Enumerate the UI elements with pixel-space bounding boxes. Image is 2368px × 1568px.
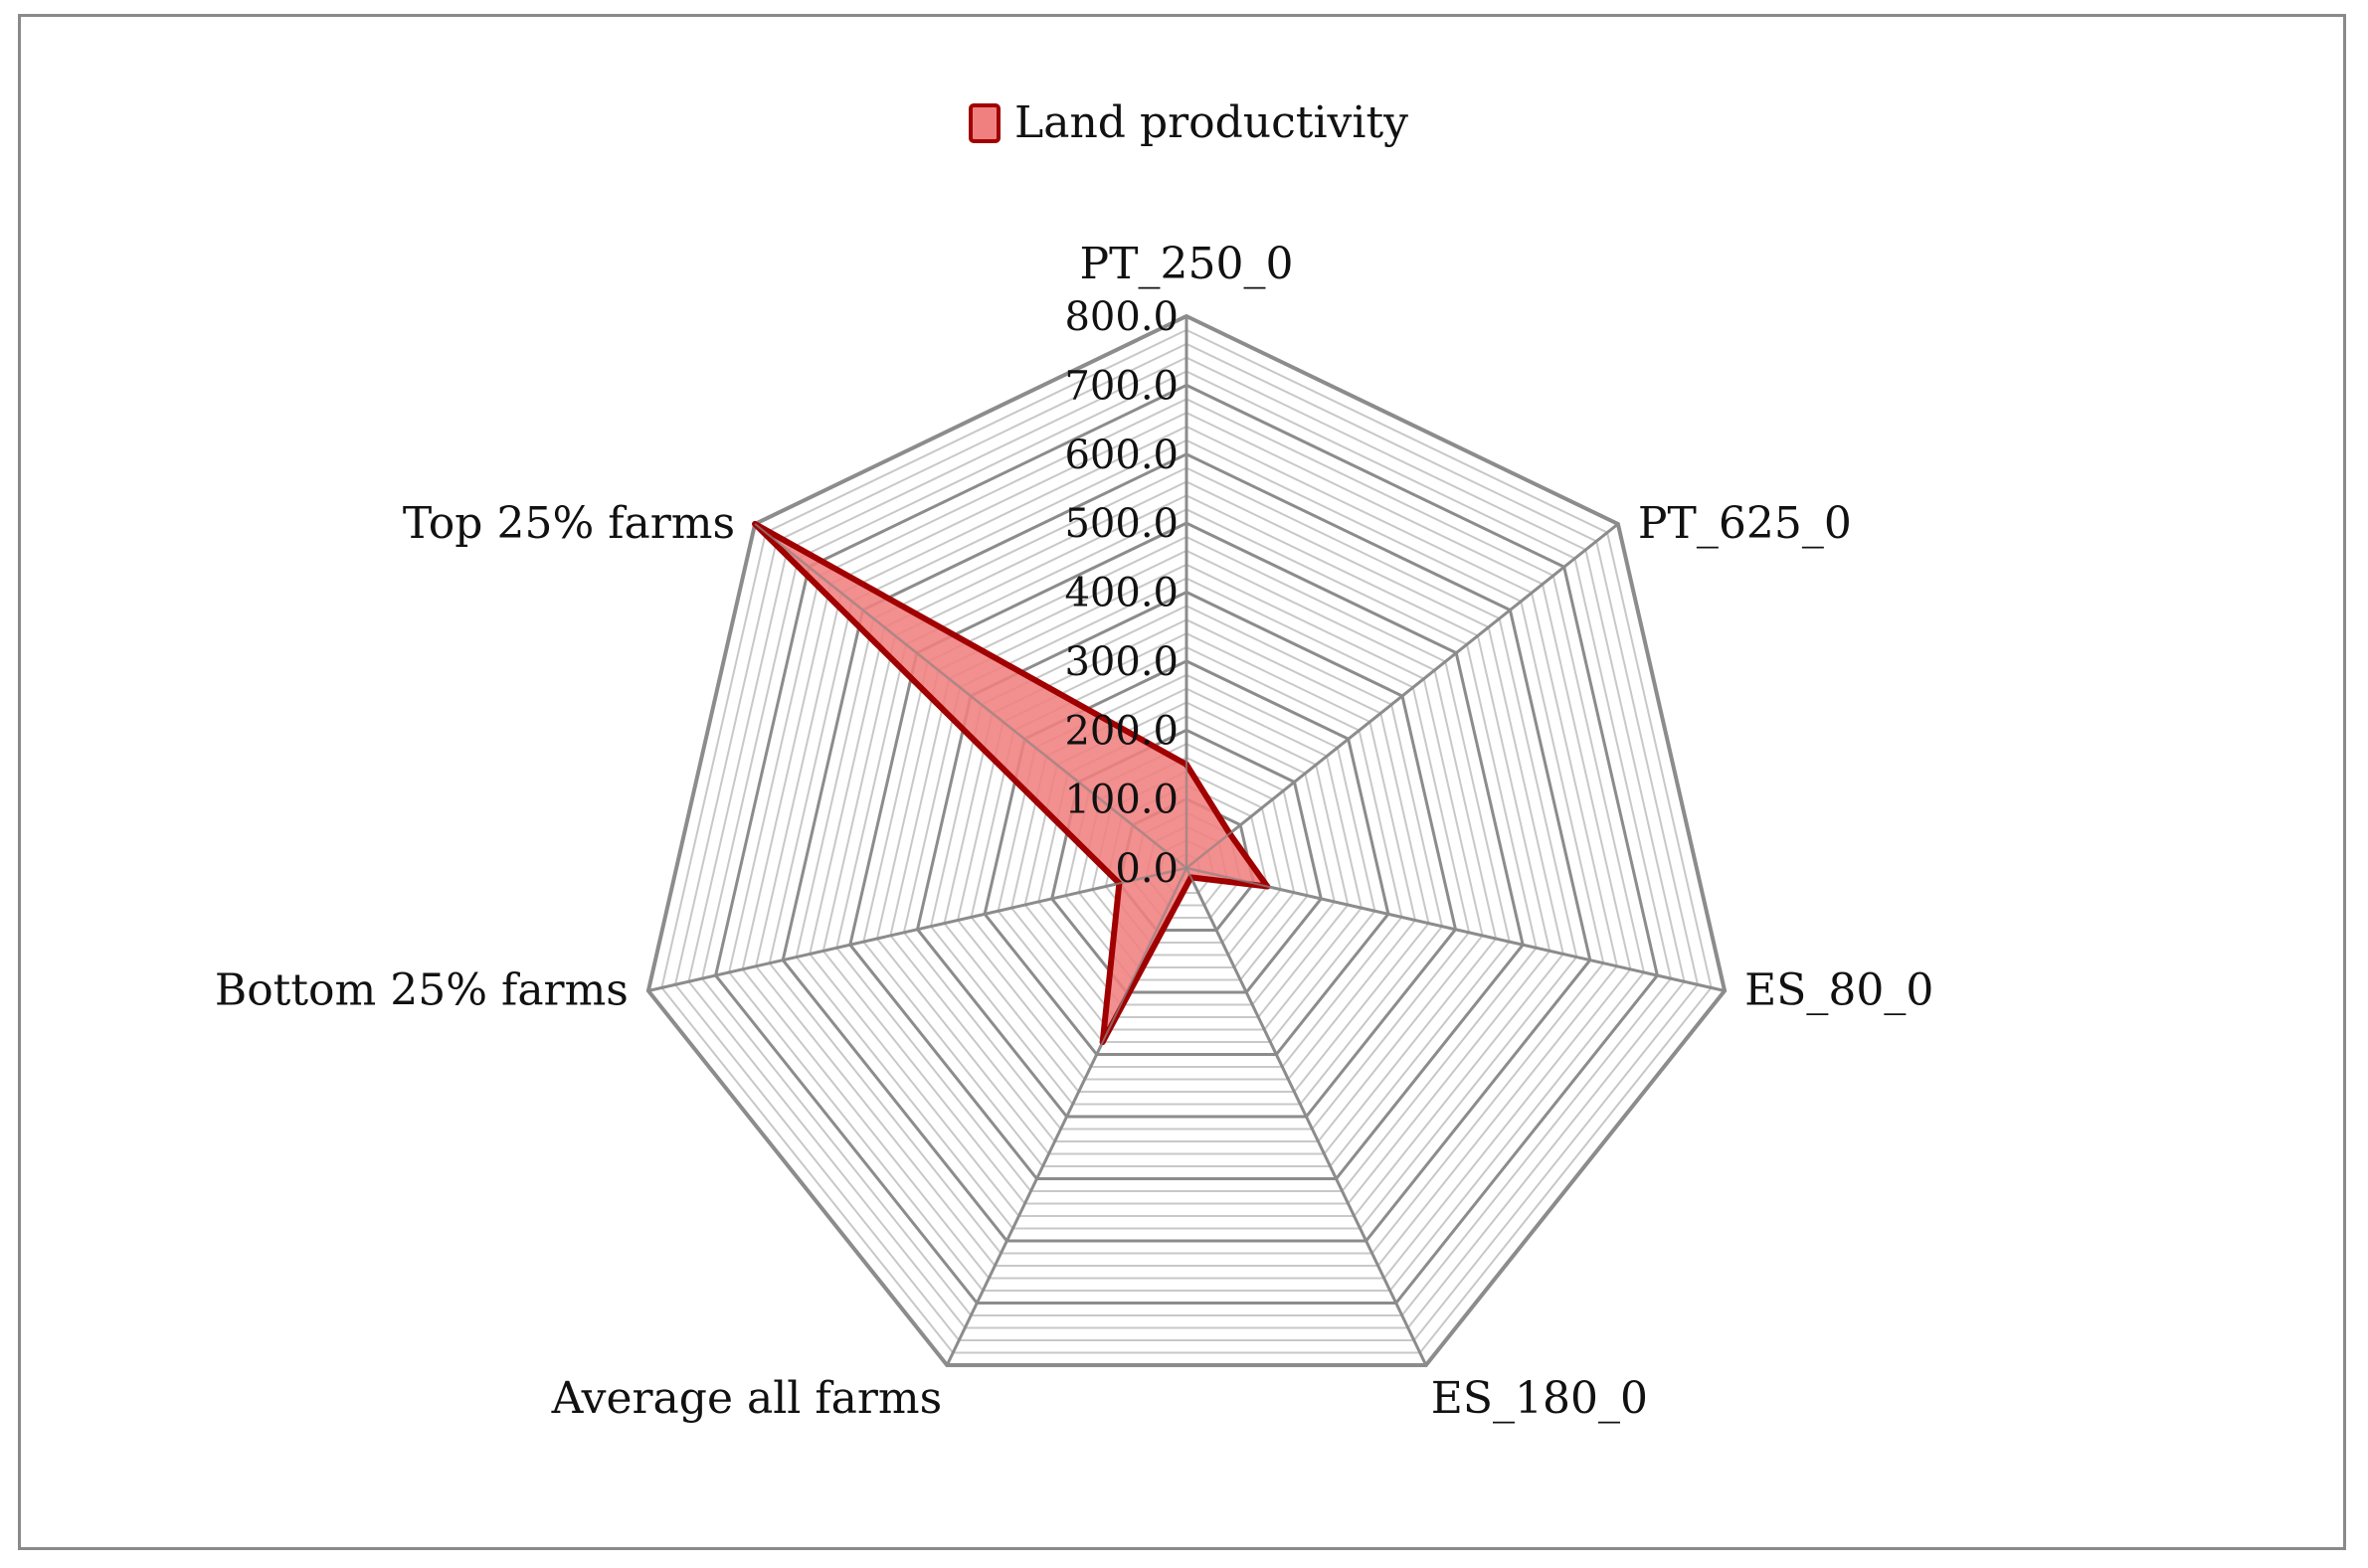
gridline-minor-720 [700, 370, 1673, 1316]
category-label-1: PT_625_0 [1638, 498, 1852, 549]
tick-label-3: 300.0 [1064, 639, 1179, 685]
category-label-0: PT_250_0 [1080, 239, 1294, 289]
gridline-minor-580 [795, 466, 1578, 1230]
tick-label-8: 800.0 [1064, 294, 1179, 340]
gridline-major-400 [915, 590, 1458, 1119]
gridline-minor-760 [673, 342, 1700, 1341]
legend: Land productivity [969, 97, 1408, 148]
tick-label-2: 200.0 [1064, 708, 1179, 754]
category-label-6: Top 25% farms [403, 498, 735, 549]
tick-label-0: 0.0 [1115, 846, 1179, 892]
category-labels: PT_250_0 PT_625_0 ES_80_0 ES_180_0 Average a… [215, 239, 1933, 1424]
series-layer [647, 316, 1726, 1366]
tick-label-1: 100.0 [1064, 778, 1179, 823]
spoke-overlay-5 [647, 867, 1187, 992]
gridline-minor-740 [687, 356, 1686, 1329]
spoke-overlay-2 [1185, 867, 1726, 992]
gridline-major-700 [713, 383, 1660, 1305]
tick-label-5: 500.0 [1064, 501, 1179, 547]
grid-major [645, 313, 1728, 1367]
series-area-0 [752, 521, 1271, 1045]
gridline-major-800 [645, 313, 1728, 1367]
gridline-major-600 [781, 452, 1592, 1243]
gridline-minor-640 [755, 425, 1618, 1267]
gridline-minor-780 [660, 328, 1713, 1354]
spoke-overlay-3 [1185, 867, 1427, 1366]
tick-labels: 0.0 100.0 200.0 300.0 400.0 500.0 600.0 700.0 80… [1064, 294, 1179, 892]
tick-label-6: 600.0 [1064, 433, 1179, 478]
category-label-2: ES_80_0 [1744, 965, 1933, 1016]
category-label-3: ES_180_0 [1431, 1373, 1648, 1424]
gridline-minor-520 [835, 508, 1538, 1192]
gridline-minor-560 [809, 480, 1564, 1217]
gridline-minor-540 [821, 494, 1551, 1205]
gridline-minor-420 [902, 577, 1471, 1131]
gridline-minor-480 [862, 535, 1511, 1167]
tick-label-7: 700.0 [1064, 363, 1179, 409]
gridline-minor-660 [741, 411, 1632, 1280]
gridline-minor-460 [875, 549, 1498, 1155]
category-label-4: Average all farms [551, 1373, 943, 1424]
gridline-minor-440 [889, 563, 1484, 1142]
legend-swatch-land-productivity [969, 103, 1001, 143]
spoke-overlay-4 [946, 867, 1187, 1366]
spoke-overlay-6 [754, 523, 1187, 869]
category-label-5: Bottom 25% farms [215, 965, 629, 1016]
gridline-major-500 [848, 521, 1525, 1180]
gridline-minor-620 [768, 438, 1605, 1255]
legend-label-land-productivity: Land productivity [1014, 97, 1408, 148]
spoke-overlay-1 [1185, 523, 1619, 869]
tick-label-4: 400.0 [1064, 571, 1179, 616]
gridline-minor-680 [728, 398, 1645, 1292]
